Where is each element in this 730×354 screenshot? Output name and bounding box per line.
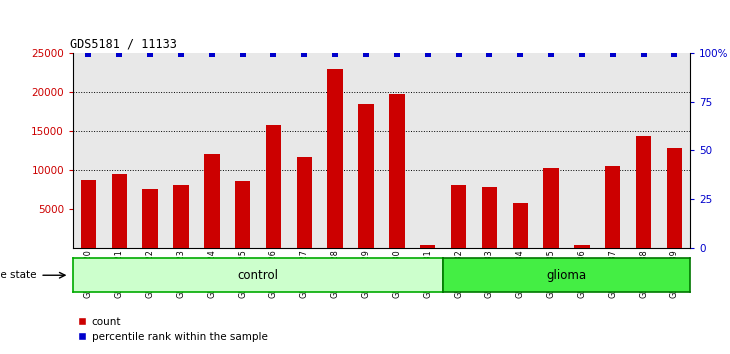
Bar	[420, 245, 435, 248]
Bar	[266, 125, 281, 248]
Bar	[204, 154, 220, 248]
Text: GDS5181 / 11133: GDS5181 / 11133	[70, 38, 177, 51]
Bar	[81, 180, 96, 248]
Bar	[451, 185, 466, 248]
Bar	[296, 158, 312, 248]
Bar	[358, 104, 374, 248]
Bar	[328, 69, 343, 248]
Bar	[112, 174, 127, 248]
Legend: count, percentile rank within the sample: count, percentile rank within the sample	[78, 316, 268, 342]
Bar	[173, 185, 188, 248]
Bar	[142, 189, 158, 248]
Bar	[389, 95, 404, 248]
Bar	[666, 148, 682, 248]
Text: disease state: disease state	[0, 270, 36, 280]
Bar	[575, 245, 590, 248]
Text: glioma: glioma	[547, 269, 586, 282]
Bar	[512, 202, 528, 248]
Bar	[605, 166, 620, 248]
Bar	[543, 169, 558, 248]
Text: control: control	[237, 269, 279, 282]
Bar	[235, 181, 250, 248]
Bar	[636, 136, 651, 248]
Bar	[482, 187, 497, 248]
